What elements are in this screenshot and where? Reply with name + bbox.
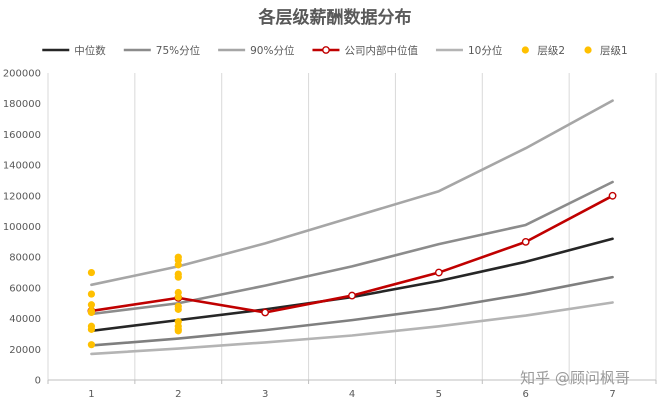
- y-tick-label-3: 60000: [9, 283, 41, 294]
- y-tick-label-5: 100000: [3, 222, 41, 233]
- scatter-7-point-1: [87, 290, 96, 298]
- x-tick-label-5: 5: [436, 389, 442, 400]
- series-3-marker-3: [348, 291, 356, 300]
- watermark: 知乎 @顾问枫哥: [520, 369, 630, 387]
- series-3-marker-5: [521, 237, 530, 246]
- x-tick-label-3: 3: [262, 389, 268, 400]
- scatter-7-point-6: [87, 325, 96, 333]
- x-tick-label-2: 2: [175, 389, 181, 400]
- scatter-7-point-2: [87, 301, 96, 309]
- scatter-6-point-2: [174, 261, 182, 269]
- y-tick-label-6: 120000: [3, 191, 41, 202]
- legend-item-5-swatch: [521, 46, 529, 54]
- series-line-5: [90, 275, 614, 347]
- chart-title: 各层级薪酬数据分布: [258, 7, 412, 28]
- y-tick-label-1: 20000: [9, 345, 41, 356]
- axes: 0 20000 40000 60000 80000 100000 120000 140000 1…: [3, 69, 657, 400]
- legend-item-6-label: 层级1: [600, 45, 628, 57]
- legend-item-3-marker: [322, 46, 330, 54]
- legend-item-6-swatch: [584, 46, 592, 54]
- scatter-6-point-12: [174, 327, 182, 335]
- series-3-marker-2: [261, 308, 270, 317]
- legend-item-2-label: 90%分位: [250, 44, 295, 57]
- x-tick-label-6: 6: [523, 389, 529, 400]
- series-line-0: [90, 237, 614, 333]
- points-layer: [87, 253, 182, 349]
- legend-item-3-label: 公司内部中位值: [344, 44, 418, 57]
- y-tick-label-10: 200000: [3, 69, 41, 80]
- series-line-2: [90, 99, 614, 287]
- y-tick-label-4: 80000: [9, 253, 41, 264]
- y-tick-label-7: 140000: [3, 161, 41, 172]
- legend-item-0-label: 中位数: [74, 44, 106, 57]
- scatter-6-point-4: [174, 273, 182, 281]
- y-tick-label-2: 40000: [9, 314, 41, 325]
- scatter-7-point-4: [87, 308, 96, 317]
- legend-item-1-label: 75%分位: [156, 44, 201, 57]
- legend: 中位数 75%分位 90%分位 公司内部中位值 10分位 层级2 层级1: [42, 44, 628, 57]
- scatter-6-point-6: [174, 293, 182, 301]
- series-layer: [87, 99, 617, 356]
- x-tick-label-4: 4: [349, 389, 355, 400]
- y-tick-label-8: 160000: [3, 130, 41, 141]
- y-tick-label-0: 0: [35, 376, 41, 387]
- legend-item-5-label: 层级2: [537, 45, 565, 57]
- y-tick-label-9: 180000: [3, 99, 41, 110]
- scatter-7-point-7: [87, 341, 96, 349]
- scatter-6-point-8: [174, 305, 182, 313]
- series-line-4: [90, 301, 614, 356]
- x-tick-label-7: 7: [609, 389, 615, 400]
- series-3-marker-4: [434, 268, 443, 277]
- x-tick-label-1: 1: [88, 389, 94, 400]
- legend-item-4-label: 10分位: [468, 44, 503, 57]
- gridlines: [47, 73, 657, 380]
- series-3-marker-6: [608, 191, 617, 200]
- scatter-7-point-0: [87, 268, 96, 277]
